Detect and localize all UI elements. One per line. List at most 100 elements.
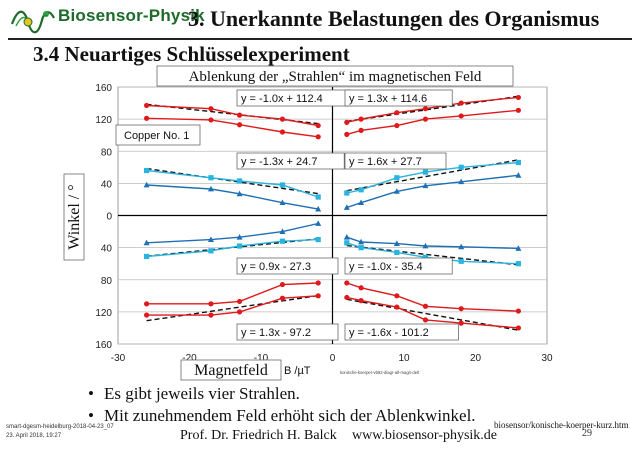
footer-file-ref: biosensor/konische-koerper-kurz.htm — [494, 420, 629, 430]
data-point — [515, 245, 522, 251]
data-point — [515, 107, 522, 113]
svg-text:~: ~ — [44, 13, 48, 20]
data-point — [279, 228, 286, 234]
y-tick-label: 120 — [95, 115, 112, 126]
series-line — [346, 296, 519, 329]
data-point — [344, 280, 350, 286]
series-line — [146, 104, 319, 127]
data-point — [515, 159, 521, 166]
data-point — [422, 169, 429, 175]
data-point — [358, 245, 364, 251]
data-point — [394, 304, 400, 310]
trendline-equation: y = -1.6x - 101.2 — [349, 327, 429, 339]
data-point — [315, 122, 321, 129]
data-point — [315, 205, 322, 212]
data-point — [458, 306, 464, 312]
data-point — [236, 122, 243, 128]
footer-meta-line2: 23. April 2018, 19:27 — [6, 433, 62, 439]
chart-title-box — [156, 65, 514, 87]
data-point — [458, 113, 464, 119]
data-point — [315, 280, 321, 286]
data-point — [515, 261, 521, 267]
chart-series — [143, 94, 522, 331]
data-point — [144, 253, 150, 260]
data-point — [143, 181, 150, 188]
data-point — [358, 187, 364, 193]
trendline-equation-box — [344, 152, 447, 170]
y-tick-label: 120 — [95, 308, 112, 319]
x-tick-label: 0 — [330, 353, 336, 364]
x-axis-label-box — [180, 359, 282, 381]
data-point — [208, 106, 214, 112]
data-point — [458, 258, 464, 264]
footer-website-link[interactable]: www.biosensor-physik.de — [352, 428, 498, 443]
y-tick-label: 40 — [101, 179, 113, 190]
chart-small-caption: konische-koerper-vb92-diagr-alt-magn-del… — [340, 370, 420, 375]
trendline — [146, 294, 319, 322]
data-point — [393, 240, 400, 247]
data-point — [279, 199, 286, 206]
trendline-equation-box — [236, 152, 345, 170]
x-tick-label: 10 — [398, 353, 410, 364]
data-point — [358, 285, 364, 291]
data-point — [236, 298, 243, 305]
data-point — [208, 117, 214, 123]
trendline — [346, 244, 519, 266]
data-point — [144, 312, 150, 318]
data-point — [344, 240, 350, 246]
data-point — [358, 238, 365, 245]
logo-text: Biosensor-Physik — [58, 6, 205, 25]
data-point — [315, 194, 321, 200]
data-point — [279, 295, 286, 301]
data-point — [208, 175, 214, 181]
y-axis-label-box — [63, 173, 85, 261]
data-point — [208, 248, 214, 254]
data-point — [422, 317, 429, 323]
data-point — [207, 185, 214, 192]
data-point — [343, 204, 350, 210]
data-point — [422, 182, 429, 189]
y-tick-label: 160 — [95, 340, 112, 351]
x-tick-label: -30 — [111, 353, 126, 364]
x-tick-label: -10 — [254, 353, 269, 364]
biosensor-logo: ~ — [10, 10, 55, 34]
data-point — [144, 102, 150, 109]
trendline-equation-box — [344, 257, 453, 275]
header-divider — [8, 38, 632, 40]
x-axis-label: Magnetfeld — [194, 362, 268, 379]
data-point — [343, 233, 350, 240]
data-point — [236, 112, 243, 118]
series-line — [346, 109, 519, 136]
trendline-equation: y = 1.3x + 114.6 — [349, 93, 427, 105]
data-point — [358, 199, 365, 206]
trendline-equation: y = -1.0x + 112.4 — [241, 93, 323, 105]
data-point — [208, 312, 214, 318]
data-point — [394, 293, 400, 299]
data-point — [208, 301, 214, 307]
data-point — [358, 116, 364, 122]
data-point — [344, 294, 350, 301]
y-tick-label: 80 — [101, 147, 113, 158]
y-axis-label: Winkel / ° — [66, 184, 83, 249]
trendline-equation: y = 1.6x + 27.7 — [349, 156, 422, 168]
sample-label: Copper No. 1 — [124, 130, 189, 142]
data-point — [236, 190, 243, 197]
data-point — [358, 298, 364, 304]
data-point — [458, 178, 465, 185]
data-point — [422, 254, 429, 260]
data-point — [236, 243, 243, 249]
chart-title: Ablenkung der „Strahlen“ im magnetischen… — [189, 69, 482, 85]
page-number: 29 — [582, 428, 592, 439]
data-point — [279, 238, 286, 244]
data-point — [207, 236, 214, 242]
data-point — [344, 131, 350, 137]
data-point — [422, 303, 429, 309]
x-axis-unit: B /µT — [284, 365, 311, 377]
data-point — [315, 220, 322, 226]
data-point — [515, 308, 522, 314]
data-point — [315, 134, 321, 140]
data-point — [394, 122, 400, 129]
data-point — [143, 239, 150, 246]
data-point — [358, 127, 364, 133]
data-point — [279, 281, 286, 288]
